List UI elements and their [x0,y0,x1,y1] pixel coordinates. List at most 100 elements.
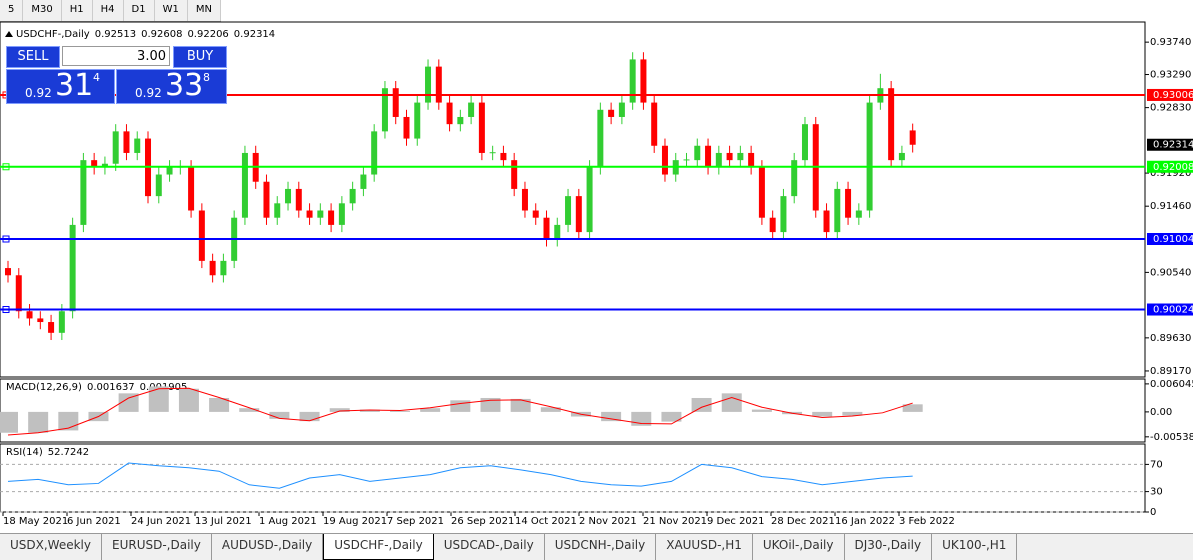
candle-body [489,152,496,154]
candle-body [715,152,722,168]
x-tick-label: 9 Dec 2021 [707,516,765,527]
y-tick-label: 0.92830 [1150,103,1191,114]
y-tick-label: 0.89630 [1150,333,1191,344]
level-label: 0.92008 [1153,162,1193,173]
macd-bar [902,404,923,412]
candle-body [69,224,76,312]
x-tick-label: 7 Sep 2021 [387,516,444,527]
timeframe-button[interactable]: 5 [0,0,24,21]
candle-body [317,210,324,218]
candle-body [608,109,615,117]
symbol-tab[interactable]: DJ30-,Daily [845,534,933,560]
macd-bar [148,386,169,412]
macd-bar [842,411,863,416]
candle-body [26,311,33,319]
y-tick-label: 0.91460 [1150,201,1191,212]
level-label: 0.91004 [1153,234,1193,245]
symbol-tab[interactable]: XAUUSD-,H1 [656,534,753,560]
timeframe-button[interactable]: M30 [23,0,62,21]
level-handle [2,235,10,243]
symbol-tab[interactable]: UK100-,H1 [932,534,1018,560]
symbol-tab[interactable]: USDCHF-,Daily [323,534,434,560]
candle-body [500,152,507,161]
candle-body [166,167,173,175]
candle-body [80,160,87,225]
candle-body [123,131,130,153]
x-tick-label: 13 Jul 2021 [195,516,252,527]
candle-body [48,322,55,333]
candle-body [37,318,44,323]
candle-body [866,102,873,211]
x-tick-label: 16 Jan 2022 [835,516,895,527]
candle-body [220,260,227,276]
ask-box[interactable]: 0.92 33 8 [116,68,227,104]
candle-body [209,260,216,276]
x-tick-label: 26 Sep 2021 [451,516,514,527]
macd-bar [269,411,290,419]
timeframe-button[interactable]: D1 [124,0,155,21]
timeframe-toolbar: 5 M30 H1 H4 D1 W1 MN [0,0,221,22]
candle-body [101,163,108,168]
y-tick-label: 30 [1150,487,1163,498]
candle-body [554,224,561,240]
bid-point: 4 [93,71,100,84]
candle-body [651,102,658,146]
ask-point: 8 [203,71,210,84]
candle-body [565,196,572,225]
macd-bar [812,411,833,417]
candle-body [155,174,162,197]
macd-bar [239,408,260,412]
candle-body [758,167,765,218]
timeframe-button[interactable]: H1 [62,0,93,21]
candle-body [360,174,367,189]
candle-body [274,203,281,218]
symbol-tab[interactable]: USDCAD-,Daily [434,534,545,560]
candle-body [737,152,744,161]
symbol-tab[interactable]: USDX,Weekly [0,534,102,560]
level-label-box [1147,303,1193,316]
candle-body [381,88,388,132]
candle-body [91,160,98,168]
candle-body [780,196,787,233]
ask-pips: 33 [165,68,204,103]
candle-body [791,160,798,197]
current-price: 0.92314 [1153,140,1193,151]
timeframe-button[interactable]: W1 [155,0,188,21]
candle-body [188,167,195,211]
timeframe-button[interactable]: H4 [93,0,124,21]
ohlc-value: 0.92513 [95,29,136,40]
symbol-tab[interactable]: EURUSD-,Daily [102,534,212,560]
lot-input[interactable]: 3.00 [62,46,170,66]
candle-body [898,152,905,161]
trade-panel: SELL 3.00 BUY 0.92 31 4 0.92 33 8 [6,46,227,104]
candle-body [15,275,22,312]
y-tick-label: 70 [1150,459,1163,470]
symbol-tab[interactable]: USDCNH-,Daily [545,534,657,560]
macd-bar [209,397,230,412]
x-tick-label: 24 Jun 2021 [131,516,191,527]
buy-button[interactable]: BUY [173,46,227,68]
level-label: 0.90024 [1153,305,1193,316]
timeframe-button[interactable]: MN [188,0,221,21]
macd-bar [751,409,772,412]
level-label-box [1147,233,1193,246]
ohlc-value: 0.92608 [141,29,182,40]
y-tick-label: 0.93290 [1150,70,1191,81]
chart-header: USDCHF-,Daily 0.92513 0.92608 0.92206 0.9231… [16,29,275,40]
indicator-title: RSI(14) 52.7242 [6,447,89,458]
candle-body [241,152,248,218]
rsi-value: 52.7242 [48,447,89,458]
macd-bar [661,411,682,422]
header-arrow [5,31,13,37]
price-label-box [1147,138,1193,151]
sell-button[interactable]: SELL [6,46,60,68]
candle-body [478,102,485,153]
symbol-tab[interactable]: AUDUSD-,Daily [212,534,324,560]
candle-body [694,145,701,161]
bid-box[interactable]: 0.92 31 4 [6,68,115,104]
candle-body [58,311,65,333]
symbol-tab[interactable]: UKOil-,Daily [753,534,845,560]
candle-body [425,66,432,103]
y-tick-label: 0.006045 [1150,379,1193,390]
candle-body [414,102,421,139]
